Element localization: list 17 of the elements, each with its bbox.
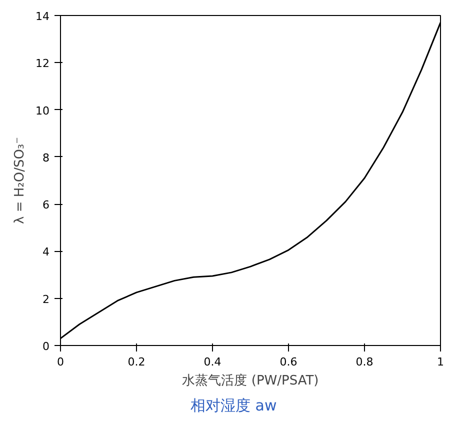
y-tick-label: 6: [42, 198, 50, 212]
x-tick-label: 0.6: [280, 356, 298, 368]
y-tick-label: 4: [42, 246, 50, 259]
y-tick-label: 12: [36, 57, 50, 70]
x-tick-label: 0.8: [356, 356, 374, 368]
y-tick-label: 8: [42, 151, 50, 164]
x-tick-label: 0.4: [204, 356, 222, 368]
x-axis-title: 水蒸气活度 (PW/PSAT): [182, 372, 319, 388]
y-tick-label: 14: [36, 10, 50, 23]
y-tick-label: 0: [42, 340, 50, 353]
y-tick-label: 10: [36, 104, 50, 118]
y-tick-label: 2: [42, 292, 50, 306]
x-tick-label: 1: [437, 356, 444, 368]
text: 相对湿度 aw: [190, 396, 277, 414]
x-tick-label: 0.2: [128, 356, 146, 368]
y-axis-title: λ = H₂O/SO₃⁻: [12, 136, 28, 224]
x-tick-label: 0: [57, 356, 64, 368]
